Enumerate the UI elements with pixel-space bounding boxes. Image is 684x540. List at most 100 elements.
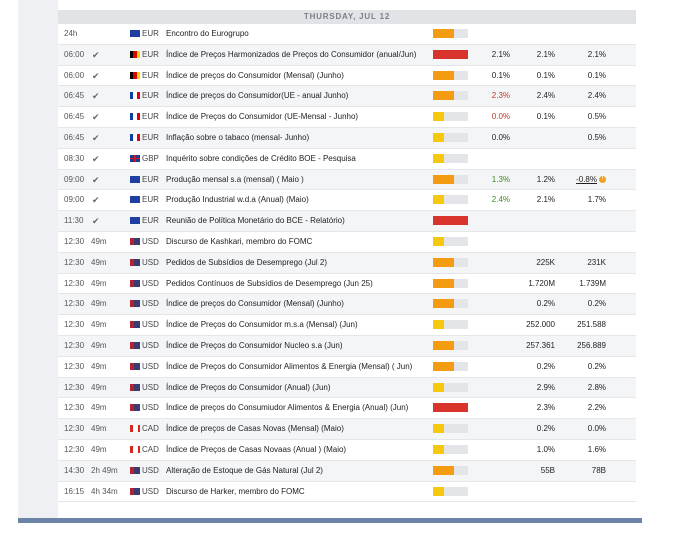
actual-value: 0.0% [491, 132, 510, 142]
event-title[interactable]: Inquérito sobre condições de Crédito BOE… [166, 153, 356, 163]
calendar-row[interactable]: 06:00 ✔ EUR Índice de preços do Consumidor … [58, 65, 636, 87]
checkmark-icon: ✔ [92, 153, 100, 164]
event-title[interactable]: Pedidos Contínuos de Subsídios de Desemp… [166, 278, 373, 288]
event-title[interactable]: Pedidos de Subsídios de Desemprego (Jul … [166, 257, 327, 267]
forecast-value: 2.1% [536, 49, 555, 59]
forecast-value [525, 211, 555, 231]
checkmark-icon: ✔ [92, 112, 100, 123]
forecast-value: 1.720M [528, 278, 555, 288]
calendar-row[interactable]: 06:00 ✔ EUR Índice de Preços Harmonizados d… [58, 44, 636, 66]
event-title[interactable]: Índice de preços do Consumidor(UE - anua… [166, 91, 349, 101]
event-title[interactable]: Índice de Preços Harmonizados de Preços … [166, 49, 417, 59]
event-title[interactable]: Índice de Preços de Casas Novaas (Anual … [166, 444, 347, 454]
calendar-row[interactable]: 08:30 ✔ GBP Inquérito sobre condições de Cr… [58, 148, 636, 170]
impact-bar-fill [433, 444, 444, 454]
event-countdown: 49m [91, 278, 107, 288]
event-title[interactable]: Produção Industrial w.d.a (Anual) (Maio) [166, 195, 309, 205]
actual-value [480, 294, 510, 314]
forecast-value: 2.4% [536, 91, 555, 101]
calendar-row[interactable]: 12:30 49m CAD Índice de Preços de Casas Nov… [58, 439, 636, 461]
event-title[interactable]: Inflação sobre o tabaco (mensal- Junho) [166, 132, 310, 142]
event-countdown: 49m [91, 444, 107, 454]
previous-value [576, 24, 606, 44]
previous-value-text: 1.6% [587, 444, 606, 454]
impact-bar-fill [433, 320, 444, 330]
calendar-row[interactable]: 12:30 49m USD Discurso de Kashkari, membro … [58, 231, 636, 253]
calendar-row[interactable]: 12:30 49m USD Índice de Preços do Consumido… [58, 315, 636, 336]
event-title[interactable]: Índice de preços de Casas Novas (Mensal)… [166, 424, 344, 434]
event-title[interactable]: Índice de Preços do Consumidor (UE-Mensa… [166, 112, 359, 122]
calendar-row[interactable]: 09:00 ✔ EUR Produção mensal s.a (mensal) ( … [58, 169, 636, 191]
calendar-row[interactable]: 14:30 2h 49m USD Alteração de Estoque de Gá… [58, 460, 636, 482]
calendar-row[interactable]: 12:30 49m USD Pedidos Contínuos de Subsídio… [58, 273, 636, 295]
currency-code: CAD [142, 444, 159, 454]
event-title[interactable]: Índice de Preços do Consumidor m.s.a (Me… [166, 320, 358, 330]
event-countdown: 49m [91, 320, 107, 330]
impact-bar-fill [433, 216, 468, 226]
event-time: 12:30 [64, 382, 85, 392]
event-title[interactable]: Índice de preços do Consumiudor Alimento… [166, 403, 409, 413]
currency-code: EUR [142, 29, 159, 38]
previous-value: 1.739M [576, 274, 606, 294]
previous-value-text: 78B [591, 465, 606, 475]
event-title[interactable]: Reunião de Política Monetário do BCE - R… [166, 216, 345, 226]
event-title[interactable]: Alteração de Estoque de Gás Natural (Jul… [166, 465, 323, 475]
calendar-row[interactable]: 12:30 49m CAD Índice de preços de Casas Nov… [58, 419, 636, 440]
calendar-row[interactable]: 09:00 ✔ EUR Produção Industrial w.d.a (Anua… [58, 190, 636, 212]
actual-value [480, 211, 510, 231]
currency-code: USD [142, 486, 159, 496]
forecast-value: 0.2% [536, 361, 555, 371]
flag-icon-gb [130, 154, 140, 162]
calendar-row[interactable]: 12:30 49m USD Índice de preços do Consumiud… [58, 398, 636, 420]
previous-value [576, 482, 606, 502]
forecast-value: 1.0% [536, 444, 555, 454]
checkmark-icon: ✔ [92, 216, 100, 227]
calendar-row[interactable]: 06:45 ✔ EUR Índice de Preços do Consumidor … [58, 107, 636, 128]
calendar-row[interactable]: 12:30 49m USD Índice de Preços do Consumido… [58, 377, 636, 399]
actual-value: 2.4% [491, 195, 510, 205]
event-time: 06:45 [64, 91, 85, 101]
flag-icon-us [130, 487, 140, 495]
checkmark-icon: ✔ [92, 132, 100, 143]
event-title[interactable]: Índice de Preços do Consumidor (Anual) (… [166, 382, 331, 392]
calendar-row[interactable]: 12:30 49m USD Índice de Preços do Consumido… [58, 356, 636, 378]
calendar-row[interactable]: 12:30 49m USD Índice de preços do Consumido… [58, 294, 636, 316]
flag-icon-eu [130, 196, 140, 204]
currency-code: EUR [142, 195, 159, 205]
calendar-row[interactable]: 06:45 ✔ EUR Inflação sobre o tabaco (mensal… [58, 127, 636, 149]
horizontal-scrollbar[interactable] [18, 518, 642, 523]
forecast-value [525, 24, 555, 44]
actual-value [480, 398, 510, 418]
currency-code: USD [142, 278, 159, 288]
calendar-row[interactable]: 24h EUR Encontro do Eurogrupo [58, 24, 636, 45]
impact-bar [433, 70, 468, 80]
impact-bar-fill [433, 278, 454, 288]
actual-value [480, 315, 510, 335]
calendar-row[interactable]: 11:30 ✔ EUR Reunião de Política Monetário d… [58, 211, 636, 232]
calendar-row[interactable]: 06:45 ✔ EUR Índice de preços do Consumidor(… [58, 86, 636, 108]
checkmark-icon: ✔ [92, 195, 100, 206]
event-title[interactable]: Produção mensal s.a (mensal) ( Maio ) [166, 174, 304, 184]
forecast-value: 0.2% [536, 299, 555, 309]
event-time: 12:30 [64, 320, 85, 330]
event-title[interactable]: Índice de Preços do Consumidor Nucleo s.… [166, 340, 343, 350]
calendar-row[interactable]: 16:15 4h 34m USD Discurso de Harker, membro… [58, 481, 636, 503]
impact-bar-fill [433, 91, 454, 101]
event-time: 24h [64, 29, 78, 38]
calendar-row[interactable]: 12:30 49m USD Pedidos de Subsídios de Desem… [58, 252, 636, 274]
previous-value-text: 1.7% [587, 195, 606, 205]
flag-icon-ca [130, 445, 140, 453]
event-title[interactable]: Encontro do Eurogrupo [166, 29, 249, 38]
event-title[interactable]: Índice de preços do Consumidor (Mensal) … [166, 70, 344, 80]
actual-value [480, 253, 510, 273]
event-time: 12:30 [64, 340, 85, 350]
event-title[interactable]: Índice de Preços do Consumidor Alimentos… [166, 361, 413, 371]
calendar-row[interactable]: 12:30 49m USD Índice de Preços do Consumido… [58, 335, 636, 357]
previous-value-text: 1.739M [579, 278, 606, 288]
event-title[interactable]: Discurso de Harker, membro do FOMC [166, 486, 305, 496]
event-title[interactable]: Discurso de Kashkari, membro do FOMC [166, 236, 313, 246]
impact-bar-fill [433, 403, 468, 413]
previous-value: 231K [576, 253, 606, 273]
event-title[interactable]: Índice de preços do Consumidor (Mensal) … [166, 299, 344, 309]
revision-warning-icon[interactable]: ! [599, 175, 606, 183]
